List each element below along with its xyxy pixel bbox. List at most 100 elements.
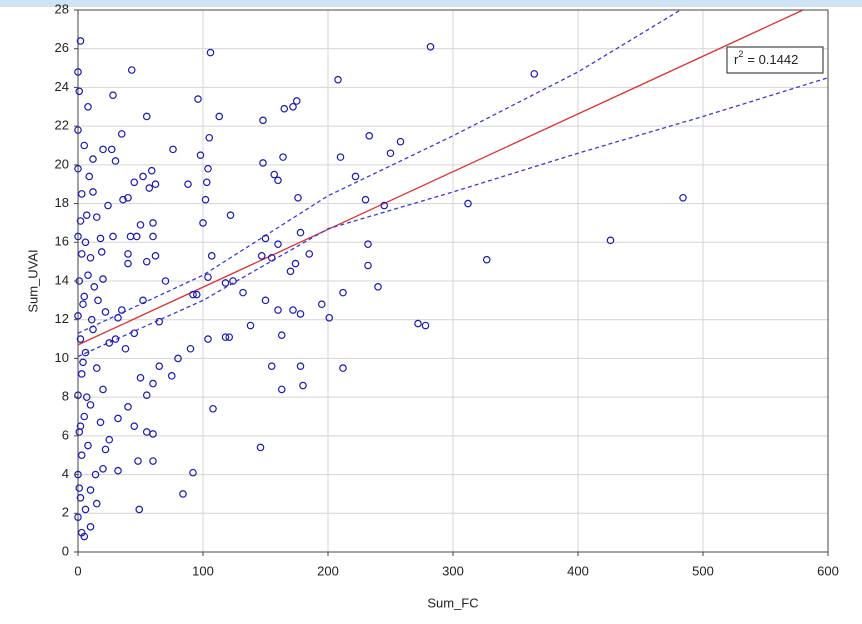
annotation-text: r2 = 0.1442 — [734, 49, 798, 67]
point — [77, 190, 86, 198]
point — [111, 335, 120, 343]
point — [334, 75, 342, 84]
point — [132, 232, 141, 241]
point — [127, 66, 136, 74]
point — [97, 248, 106, 256]
point — [82, 393, 91, 401]
point — [261, 296, 270, 305]
point — [201, 195, 210, 204]
point — [292, 97, 301, 105]
point — [530, 70, 539, 78]
point — [99, 464, 107, 473]
point — [76, 493, 85, 502]
y-tick-label: 26 — [55, 40, 69, 55]
annotation-box — [726, 46, 824, 74]
point — [184, 180, 192, 189]
point — [99, 275, 107, 283]
point — [114, 466, 122, 475]
point — [79, 358, 87, 367]
y-tick-label: 28 — [55, 1, 69, 16]
point — [114, 313, 122, 322]
point — [291, 259, 300, 268]
point — [77, 370, 86, 378]
point — [85, 172, 94, 181]
point — [121, 344, 130, 353]
point — [149, 232, 157, 241]
point — [257, 252, 266, 260]
point — [151, 252, 160, 260]
fit-lines — [78, 10, 828, 358]
point — [179, 490, 187, 498]
y-tick-label: 10 — [55, 350, 69, 365]
point — [426, 42, 435, 51]
point — [679, 193, 687, 202]
point — [296, 228, 305, 237]
point — [139, 296, 147, 305]
point — [215, 112, 224, 121]
x-tick-label: 400 — [567, 563, 589, 578]
point — [225, 333, 234, 341]
point — [124, 193, 132, 202]
point — [270, 170, 279, 179]
y-tick-label: 2 — [62, 505, 69, 520]
point — [81, 348, 90, 357]
point — [289, 102, 297, 111]
point — [149, 219, 157, 227]
point — [196, 151, 205, 159]
point — [289, 306, 297, 314]
point — [259, 116, 267, 125]
point — [77, 250, 86, 258]
annotation-sup: 2 — [738, 49, 743, 59]
point — [139, 172, 147, 181]
y-tick-label: 14 — [55, 272, 69, 287]
point — [119, 195, 127, 204]
point — [86, 253, 95, 262]
point — [104, 201, 112, 210]
point — [296, 362, 305, 370]
point — [205, 133, 214, 142]
point — [155, 362, 164, 370]
point — [142, 428, 151, 436]
point — [464, 199, 472, 208]
point — [75, 87, 84, 96]
point — [336, 153, 345, 161]
y-tick-label: 8 — [62, 389, 69, 404]
y-axis-label: Sum_UVAI — [25, 249, 40, 312]
point — [229, 277, 237, 285]
point — [267, 362, 276, 370]
point — [161, 277, 170, 285]
point — [130, 329, 139, 338]
point — [124, 250, 132, 258]
point — [267, 253, 276, 262]
point — [339, 364, 347, 372]
point — [206, 48, 215, 57]
point — [109, 232, 117, 241]
point — [136, 373, 145, 382]
point — [151, 180, 160, 189]
y-tick-label: 12 — [55, 311, 69, 326]
point — [142, 391, 151, 400]
point — [74, 164, 82, 173]
point — [80, 532, 89, 541]
y-tick-label: 24 — [55, 79, 69, 94]
point — [149, 379, 157, 388]
point — [105, 435, 114, 444]
point — [77, 528, 86, 537]
point — [199, 219, 207, 227]
y-tick-label: 4 — [62, 466, 69, 481]
point — [207, 252, 216, 260]
point — [189, 290, 197, 299]
point — [204, 273, 212, 281]
point — [74, 312, 82, 320]
point — [76, 37, 85, 45]
point — [135, 505, 144, 514]
y-tick-label: 18 — [55, 195, 69, 210]
point — [84, 441, 92, 450]
point — [421, 321, 430, 330]
point — [364, 261, 372, 270]
y-tick-label: 16 — [55, 234, 69, 249]
annotation-base: r — [734, 52, 739, 67]
point — [361, 195, 370, 204]
